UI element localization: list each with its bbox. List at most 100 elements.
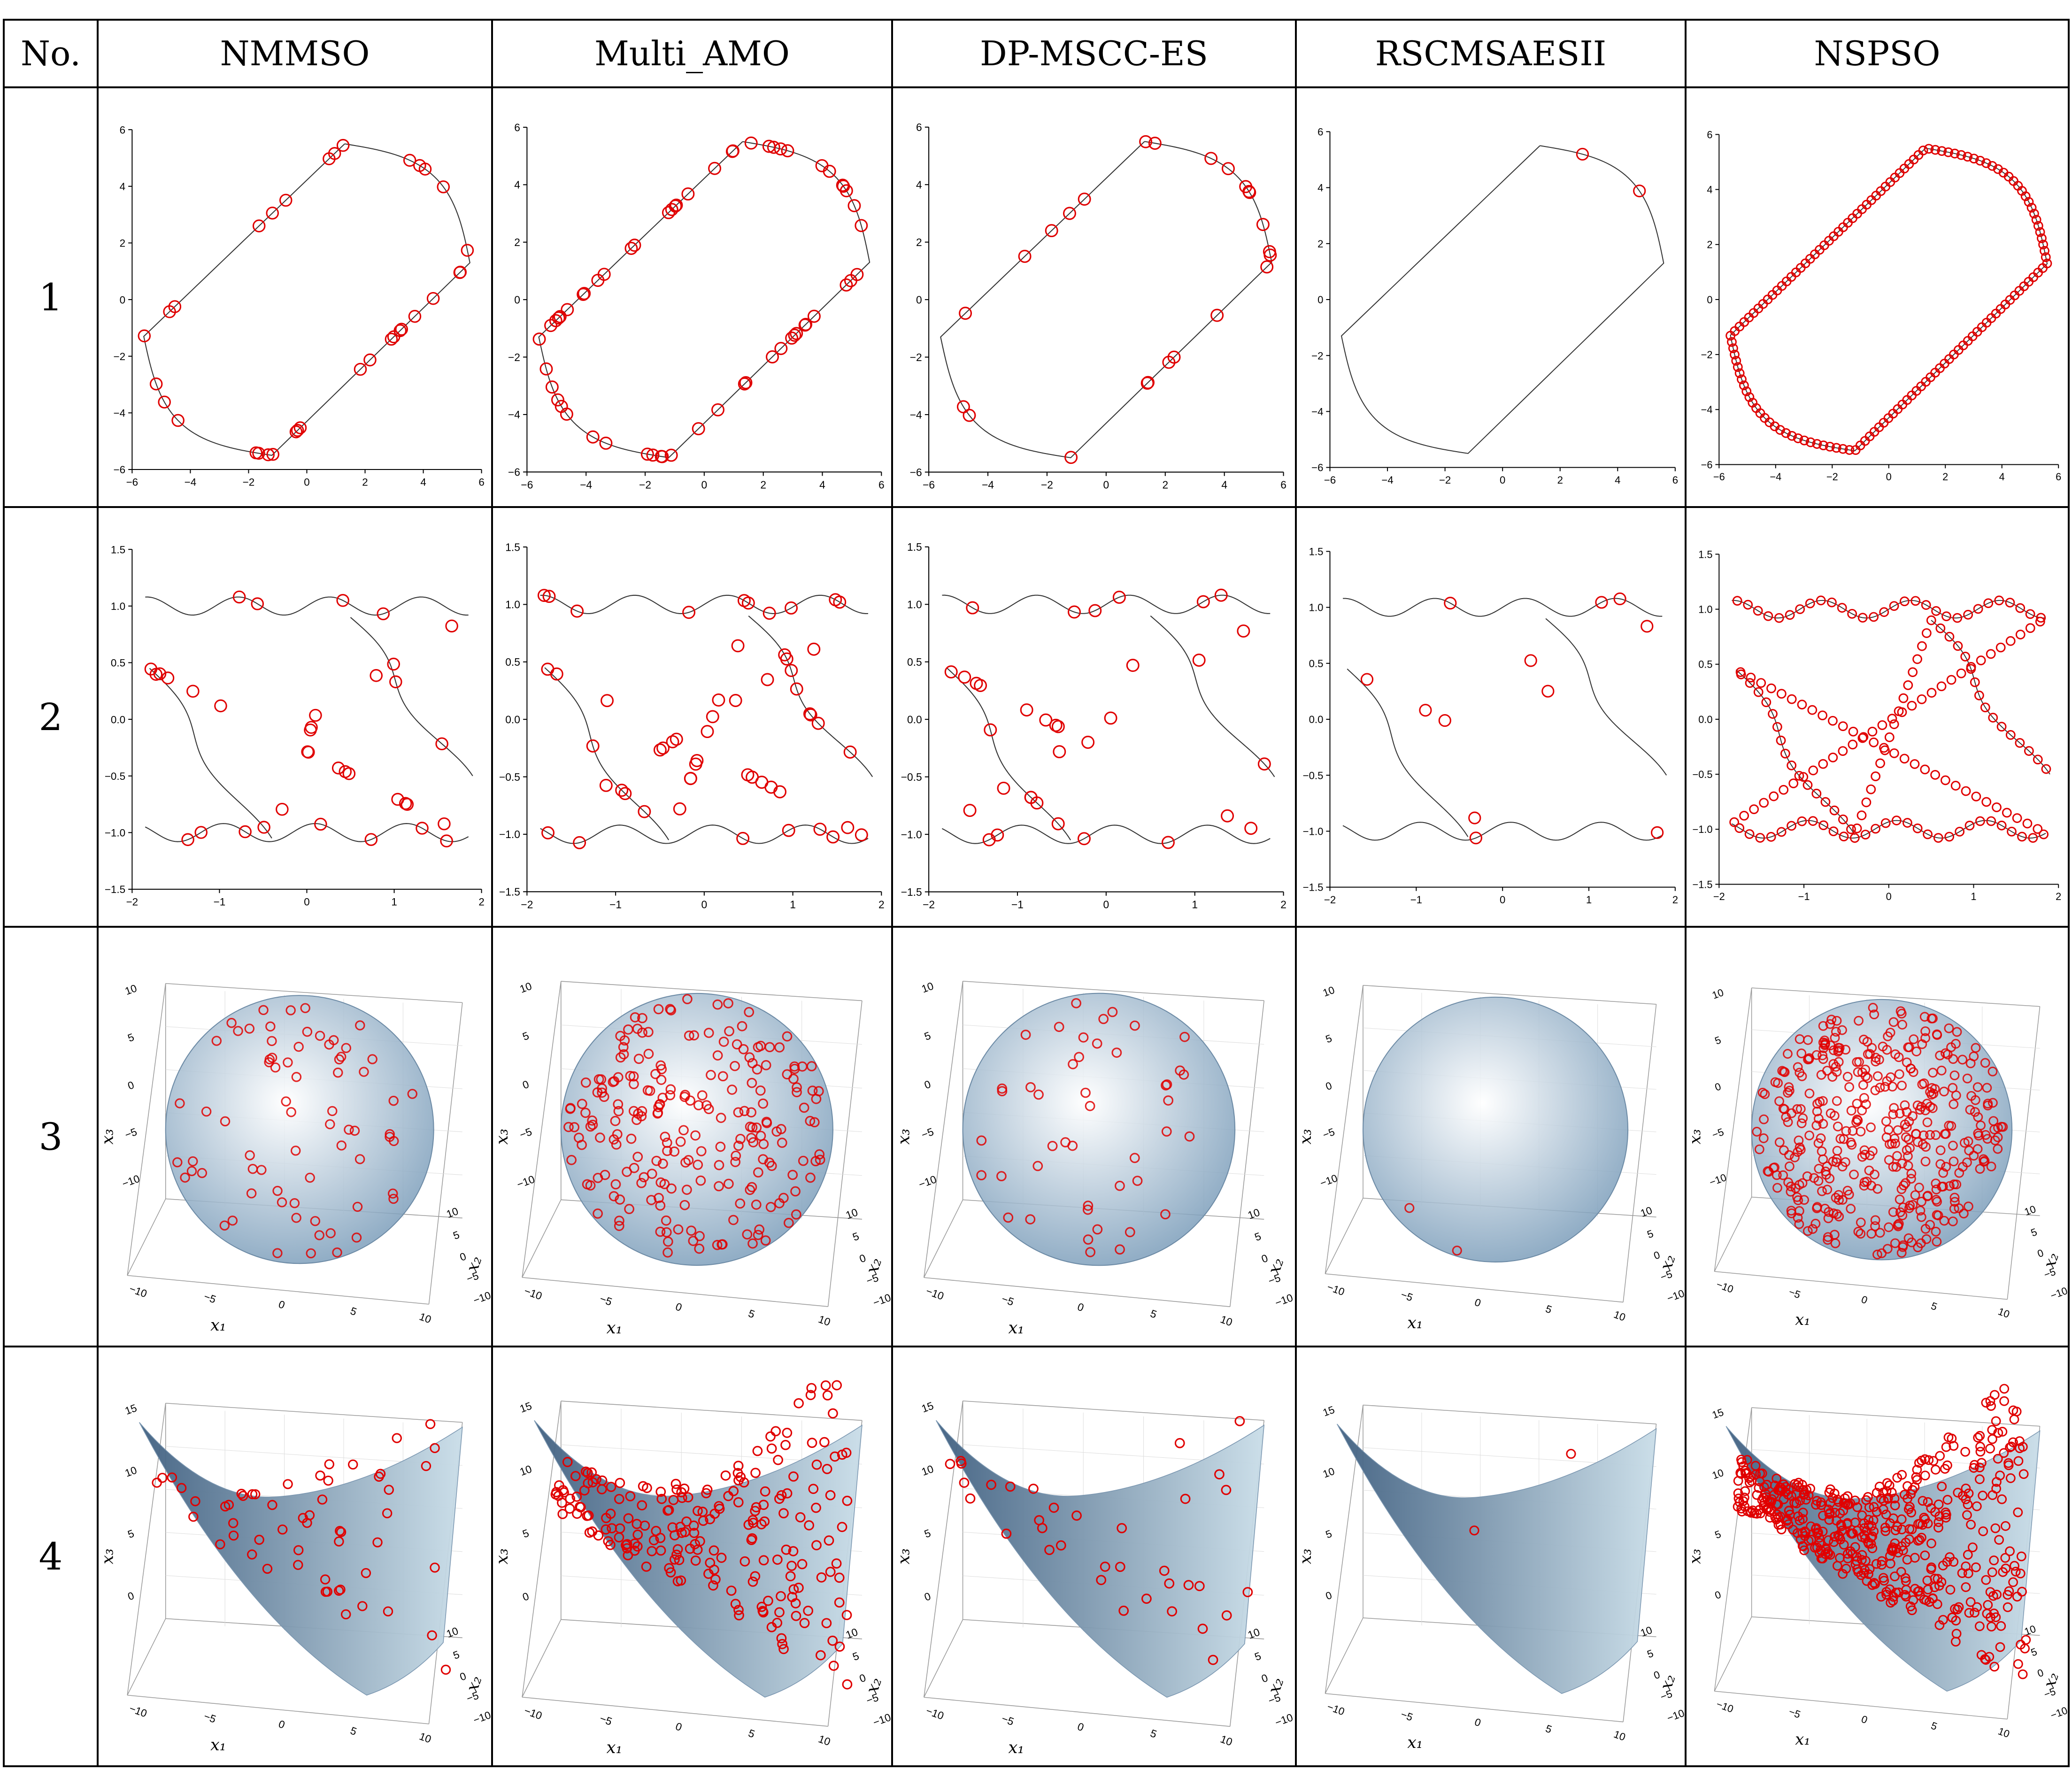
solution-point: [176, 1483, 187, 1493]
solution-point: [756, 1601, 767, 1612]
solution-point: [1987, 1425, 1997, 1435]
solution-point: [1948, 1216, 1958, 1226]
solution-point: [1832, 1146, 1842, 1156]
solution-point: [388, 1193, 399, 1204]
solution-point: [603, 1536, 614, 1547]
solution-point: [609, 1191, 619, 1201]
z-tick-label: 10: [518, 1462, 533, 1478]
solution-point: [2013, 1659, 2023, 1669]
solution-point: [655, 1099, 665, 1109]
axis-box-edge: [127, 1199, 166, 1276]
solution-point: [1936, 681, 1947, 692]
solution-point: [1895, 1108, 1905, 1119]
axis-box-edge: [924, 1200, 963, 1278]
solution-point: [811, 716, 825, 730]
solution-point: [570, 604, 584, 618]
solution-point: [1903, 1134, 1914, 1144]
solution-point: [1892, 1151, 1902, 1161]
solution-point: [1793, 433, 1803, 443]
solution-point: [690, 1130, 701, 1141]
solution-point: [982, 833, 996, 847]
solution-point: [557, 1508, 568, 1519]
header-no: No.: [3, 19, 99, 88]
y-axis-label: x₂: [1656, 1672, 1679, 1693]
solution-point: [671, 1549, 682, 1560]
solution-point: [1740, 1486, 1750, 1496]
solution-point: [701, 1100, 712, 1110]
solution-point: [614, 1493, 624, 1504]
solution-point: [752, 1064, 763, 1075]
solution-point: [1911, 1472, 1921, 1482]
y-tick-label: 2: [916, 236, 922, 248]
solution-point: [1731, 356, 1741, 366]
solution-point: [1926, 615, 1936, 625]
solution-point: [1833, 1057, 1844, 1067]
solution-point: [680, 1157, 691, 1168]
solution-point: [1003, 1212, 1014, 1223]
solution-point: [628, 1106, 639, 1116]
solution-point: [1870, 1085, 1880, 1095]
solution-point: [1983, 1099, 1993, 1108]
axis-box-edge: [127, 1618, 166, 1696]
y-tick-label: 0: [120, 294, 125, 306]
z-tick-label: 10: [123, 982, 139, 997]
solution-point: [632, 1519, 642, 1529]
solution-point: [1787, 821, 1796, 831]
solution-point: [2001, 1521, 2010, 1531]
solution-point: [1939, 1086, 1949, 1097]
solution-point: [283, 1057, 293, 1068]
solution-point: [1808, 816, 1818, 826]
solution-point: [1833, 1190, 1844, 1200]
solution-point: [1921, 628, 1932, 638]
surface-3d: [1725, 1426, 2041, 1692]
solution-point: [1783, 1117, 1793, 1127]
solution-point: [1920, 1156, 1931, 1167]
solution-point: [1875, 1083, 1885, 1093]
solution-point: [1981, 1575, 1991, 1585]
solution-point: [658, 1158, 668, 1169]
solution-point: [694, 1243, 705, 1254]
solution-point: [786, 1561, 797, 1571]
solution-point: [322, 1586, 332, 1597]
solution-point: [1799, 435, 1810, 446]
solution-point: [655, 450, 669, 463]
z-tick-label: 10: [123, 1464, 139, 1479]
solution-point: [1985, 1444, 1995, 1454]
solution-point: [1889, 601, 1899, 611]
solution-point: [753, 1230, 763, 1240]
solution-point: [336, 1527, 347, 1537]
solution-point: [1733, 362, 1743, 372]
solution-point: [1126, 659, 1140, 672]
z-tick-label: 10: [1710, 986, 1725, 1001]
solution-point: [1941, 1513, 1951, 1523]
solution-point: [1944, 631, 1955, 642]
solution-point: [1966, 1519, 1976, 1530]
x-tick-label: 10: [817, 1732, 832, 1748]
solution-point: [1909, 1034, 1919, 1044]
solution-point: [1861, 1495, 1872, 1505]
solution-point: [1162, 1079, 1172, 1090]
solution-point: [1869, 737, 1879, 747]
solution-point: [615, 1052, 626, 1063]
sphere-surface: [1751, 999, 2013, 1261]
solution-point: [1888, 1109, 1898, 1119]
row-number: 4: [3, 1346, 99, 1767]
solution-point: [623, 1513, 634, 1524]
solution-point: [1130, 1020, 1140, 1031]
solution-point: [774, 142, 787, 156]
solution-point: [1973, 1112, 1983, 1122]
solution-point: [1879, 607, 1889, 617]
solution-point: [1919, 1012, 1930, 1022]
solution-point: [1818, 1526, 1828, 1537]
solution-point: [1795, 604, 1805, 614]
y-tick-label: −2: [910, 351, 922, 363]
row-number: 1: [3, 86, 99, 508]
solution-point: [690, 754, 704, 767]
solution-point: [600, 1170, 610, 1180]
solution-point: [1877, 1556, 1887, 1566]
surface-3d: [1336, 1424, 1657, 1694]
solution-point: [690, 1555, 701, 1566]
solution-point: [782, 823, 795, 837]
